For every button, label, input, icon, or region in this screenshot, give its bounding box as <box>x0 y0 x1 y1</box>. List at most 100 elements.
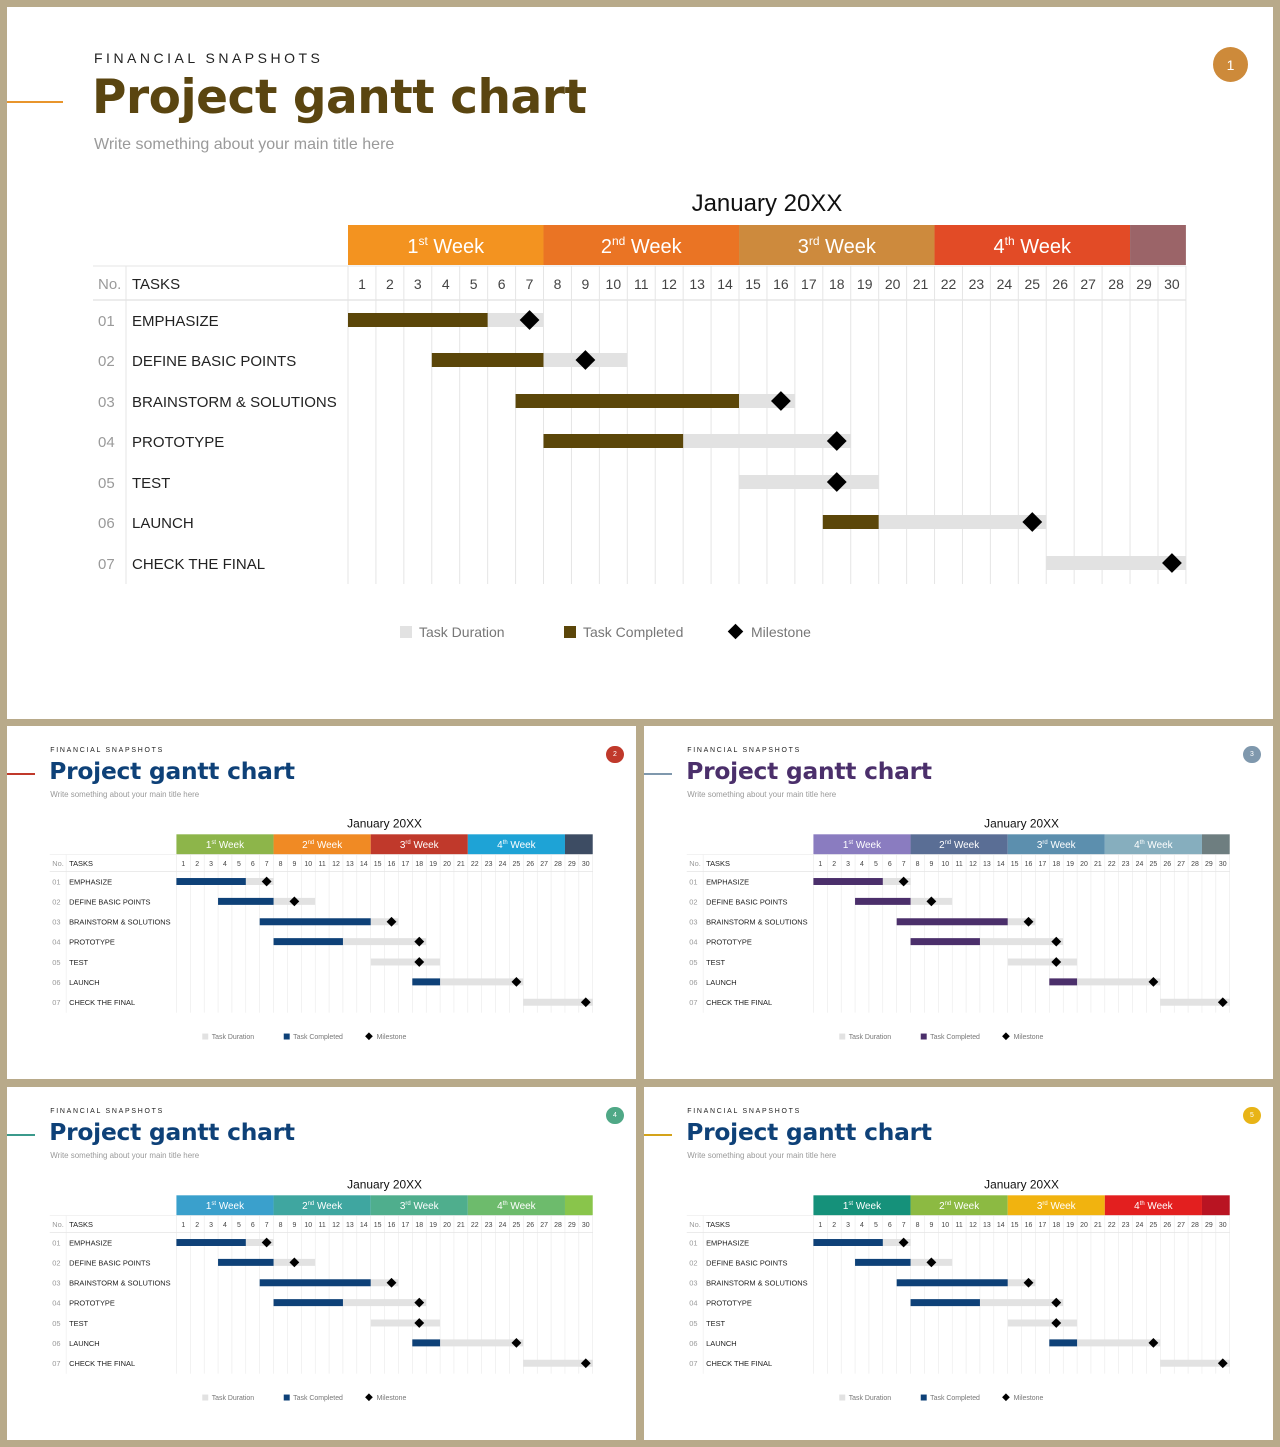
task-name: DEFINE BASIC POINTS <box>69 897 150 906</box>
day-label-27: 27 <box>1177 861 1185 868</box>
header-no: No. <box>52 859 64 868</box>
task-name: LAUNCH <box>706 1339 737 1348</box>
task-completed-bar <box>259 1279 371 1287</box>
task-name: DEFINE BASIC POINTS <box>706 897 787 906</box>
milestone-marker <box>414 957 425 967</box>
day-label-6: 6 <box>888 1222 892 1229</box>
task-duration-bar <box>523 998 593 1006</box>
day-label-29: 29 <box>1205 861 1213 868</box>
task-number: 05 <box>52 1319 60 1328</box>
page-subtitle: Write something about your main title he… <box>50 790 200 800</box>
day-label-19: 19 <box>429 1222 437 1229</box>
page-subtitle: Write something about your main title he… <box>50 1151 200 1161</box>
week-label-2: 2nd Week <box>939 1201 979 1212</box>
task-number: 07 <box>52 1359 60 1368</box>
slide-2: FINANCIAL SNAPSHOTS Project gantt chart Wr… <box>7 726 636 1079</box>
day-label-26: 26 <box>1163 1222 1171 1229</box>
day-label-23: 23 <box>969 276 985 292</box>
day-label-29: 29 <box>568 1222 576 1229</box>
day-label-10: 10 <box>606 276 622 292</box>
day-label-20: 20 <box>1080 861 1088 868</box>
task-completed-bar <box>896 918 1008 926</box>
page-title: Project gantt chart <box>92 70 587 125</box>
week-band-1 <box>813 1195 911 1216</box>
task-number: 07 <box>52 998 60 1007</box>
day-label-24: 24 <box>499 1222 507 1229</box>
day-label-21: 21 <box>1094 1222 1102 1229</box>
day-label-14: 14 <box>717 276 733 292</box>
task-duration-bar <box>273 938 427 946</box>
task-name: DEFINE BASIC POINTS <box>132 353 296 370</box>
legend-milestone-swatch <box>1002 1393 1010 1402</box>
day-label-11: 11 <box>319 861 326 868</box>
day-label-30: 30 <box>1164 276 1180 292</box>
task-number: 02 <box>689 897 697 906</box>
day-label-12: 12 <box>332 861 340 868</box>
week-band-1 <box>176 834 274 855</box>
week-band-4 <box>934 225 1131 265</box>
day-label-7: 7 <box>265 1222 269 1229</box>
slide-3: FINANCIAL SNAPSHOTS Project gantt chart Wr… <box>644 726 1273 1079</box>
task-number: 07 <box>689 1359 697 1368</box>
day-label-2: 2 <box>832 861 836 868</box>
legend-duration-swatch <box>839 1394 846 1401</box>
day-label-30: 30 <box>582 1222 590 1229</box>
day-label-18: 18 <box>1052 861 1060 868</box>
task-duration-bar <box>370 1319 441 1327</box>
slide-number-badge: 2 <box>606 745 624 764</box>
task-duration-bar <box>910 1299 1064 1307</box>
day-label-3: 3 <box>209 861 213 868</box>
week-label-1: 1st Week <box>407 234 485 258</box>
day-label-6: 6 <box>251 861 255 868</box>
task-name: BRAINSTORM & SOLUTIONS <box>706 1279 808 1288</box>
task-number: 03 <box>98 394 115 411</box>
header-no: No. <box>52 1220 64 1229</box>
day-label-30: 30 <box>1219 861 1227 868</box>
task-number: 01 <box>52 1238 60 1247</box>
day-label-4: 4 <box>442 276 450 292</box>
day-label-20: 20 <box>443 861 451 868</box>
day-label-16: 16 <box>388 1222 396 1229</box>
task-duration-bar <box>1160 998 1230 1006</box>
legend-completed-swatch <box>920 1394 927 1401</box>
day-label-12: 12 <box>969 861 977 868</box>
day-label-19: 19 <box>1066 1222 1074 1229</box>
week-band-1 <box>813 834 911 855</box>
chart-title: January 20XX <box>692 190 843 217</box>
kicker-text: FINANCIAL SNAPSHOTS <box>50 747 164 755</box>
chart-title: January 20XX <box>347 1177 422 1191</box>
milestone-marker <box>386 916 397 927</box>
day-label-5: 5 <box>874 861 878 868</box>
task-name: CHECK THE FINAL <box>69 998 135 1007</box>
task-duration-bar <box>273 1299 427 1307</box>
task-name: EMPHASIZE <box>132 313 219 330</box>
milestone-marker <box>898 876 909 887</box>
task-duration-bar <box>523 1359 593 1367</box>
week-band-1 <box>348 225 544 265</box>
task-name: BRAINSTORM & SOLUTIONS <box>69 918 171 927</box>
task-number: 01 <box>689 877 697 886</box>
week-band-5 <box>1130 225 1186 265</box>
day-label-14: 14 <box>360 861 368 868</box>
page-subtitle: Write something about your main title he… <box>687 1151 837 1161</box>
legend-completed-swatch <box>920 1033 927 1040</box>
day-label-11: 11 <box>634 276 649 292</box>
day-label-18: 18 <box>415 1222 423 1229</box>
task-completed-bar <box>515 394 740 408</box>
kicker-text: FINANCIAL SNAPSHOTS <box>94 50 324 66</box>
task-completed-bar <box>910 1299 980 1307</box>
legend-duration-swatch <box>202 1394 209 1401</box>
page-subtitle: Write something about your main title he… <box>687 790 837 800</box>
milestone-marker <box>1162 553 1182 573</box>
header-tasks: TASKS <box>706 859 730 868</box>
day-label-12: 12 <box>969 1222 977 1229</box>
week-band-1 <box>176 1195 274 1216</box>
task-number: 01 <box>98 313 115 330</box>
week-label-1: 1st Week <box>843 1201 881 1212</box>
day-label-29: 29 <box>1205 1222 1213 1229</box>
page-title: Project gantt chart <box>49 1118 295 1147</box>
task-number: 06 <box>689 978 697 987</box>
task-number: 04 <box>689 1299 697 1308</box>
task-completed-bar <box>348 313 488 327</box>
task-name: CHECK THE FINAL <box>706 1359 772 1368</box>
